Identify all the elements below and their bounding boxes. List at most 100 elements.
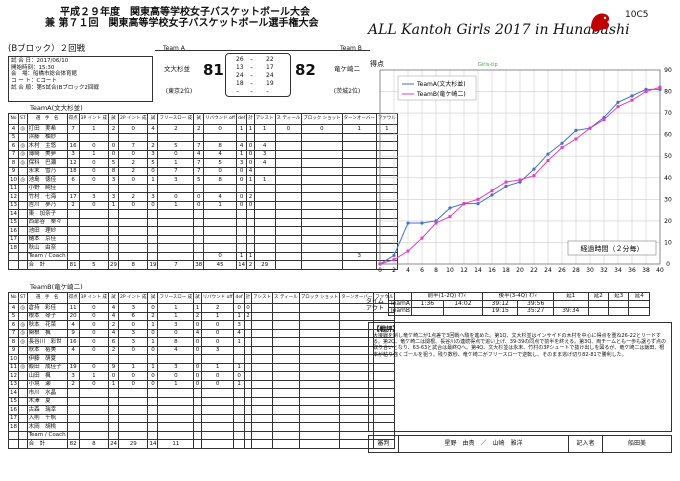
summary-title: 【戦評】 xyxy=(373,325,399,333)
team-a-cell: 45 xyxy=(203,260,237,270)
team-a-header-13: アシスト xyxy=(253,113,276,125)
team-b-cell: 0 xyxy=(118,345,149,355)
team-b-cell xyxy=(18,345,28,355)
team-b-cell xyxy=(78,405,110,415)
team-b-cell: 16 xyxy=(8,405,19,415)
team-b-cell xyxy=(298,328,341,338)
team-a-cell xyxy=(193,132,205,142)
team-b-row: 8 ◎ 長谷川 彩世 16 0 6 3 1 8 0 0 1 xyxy=(8,337,396,347)
team-a-cell xyxy=(301,141,343,151)
team-b-row: 5 根本 琴子 20 0 4 6 2 1 2 1 1 2 xyxy=(8,311,396,321)
series-point xyxy=(406,221,410,225)
team-b-header-15: ブロック ショット xyxy=(298,292,341,304)
team-b-cell xyxy=(18,430,28,440)
team-b-cell xyxy=(233,439,245,449)
team-b-cell xyxy=(243,379,253,389)
team-b-cell: 小境 瀬 xyxy=(26,379,68,389)
ot-b: – xyxy=(266,88,269,95)
team-a-cell: ◎ xyxy=(18,175,28,185)
team-a-cell: 0 xyxy=(301,124,343,134)
timeout-cell xyxy=(442,307,483,316)
team-a-cell xyxy=(118,132,149,142)
x-tick-label: 36 xyxy=(628,267,636,274)
team-a-cell xyxy=(66,226,80,236)
team-b-cell xyxy=(298,354,341,364)
team-b-cell xyxy=(18,371,28,381)
team-a-boxscore: No ST 選 手 名得点 3P イント 成試 2P イント 成試フリースロー 成試リバ… xyxy=(8,113,398,270)
team-a-cell xyxy=(235,132,248,142)
series-point xyxy=(518,178,522,182)
team-a-cell xyxy=(108,209,120,219)
info-time: 開始時刻：15:30 xyxy=(11,64,55,71)
team-b-cell xyxy=(272,405,300,415)
team-b-cell xyxy=(118,413,149,423)
team-b-row: 11 ◎ 飯田 成佳子 19 0 9 1 1 3 0 1 1 xyxy=(8,362,396,372)
team-a-cell xyxy=(157,226,195,236)
team-b-cell: 1 xyxy=(108,379,120,389)
team-a-cell xyxy=(301,183,343,193)
recorder-name: 船田美 xyxy=(602,435,672,453)
team-b-cell xyxy=(251,396,274,406)
team-a-label: Team A xyxy=(163,45,185,52)
team-b-header-11: def xyxy=(233,292,245,304)
team-a-cell xyxy=(66,251,80,261)
team-b-cell: 古森 瑞幸 xyxy=(26,405,68,415)
team-b-cell: 5 xyxy=(8,311,19,321)
team-b-cell: 0 xyxy=(200,337,235,347)
team-a-cell: 1 xyxy=(157,200,195,210)
team-a-cell: 1 xyxy=(235,251,248,261)
team-b-boxscore: No ST 選 手 名得点 3P イント 成試 2P イント 成試フリースロー 成試リバ… xyxy=(8,292,396,449)
team-a-header-8: フリースロー 成 xyxy=(157,113,195,125)
team-a-cell: 12 xyxy=(8,192,19,202)
team-a-cell xyxy=(157,251,195,261)
team-a-cell: 0 xyxy=(203,124,237,134)
team-a-cell: 4 xyxy=(246,166,255,176)
team-b-cell: 0 xyxy=(147,328,159,338)
team-b-cell xyxy=(78,396,110,406)
team-b-cell xyxy=(298,303,341,313)
team-b-cell: 4 xyxy=(193,328,202,338)
team-a-cell xyxy=(147,132,159,142)
team-a-cell xyxy=(18,192,28,202)
team-b-cell: 24 xyxy=(108,439,120,449)
team-b-cell: ◎ xyxy=(18,337,28,347)
team-b-cell xyxy=(108,413,120,423)
signature-bar: 審判 星野 由貴 ／ 山崎 雅洋 記入者 船田美 xyxy=(368,435,672,453)
team-a-cell: ◎ xyxy=(18,141,28,151)
team-b-cell xyxy=(8,439,19,449)
team-b-cell xyxy=(272,354,300,364)
team-b-cell xyxy=(272,422,300,432)
team-b-cell xyxy=(272,379,300,389)
game-code: 10C5 xyxy=(625,10,649,20)
team-a-cell: 18 xyxy=(8,243,19,253)
team-b-title: TeamB(竜ケ崎二) xyxy=(30,283,83,291)
team-b-cell: 0 xyxy=(147,345,159,355)
team-a-cell: 1 xyxy=(246,124,255,134)
team-a-cell xyxy=(246,243,255,253)
team-b-cell: 3 xyxy=(157,362,195,372)
team-a-cell xyxy=(301,217,343,227)
team-a-cell xyxy=(203,217,237,227)
team-a-row: 17 樋本 京佳 xyxy=(8,234,398,244)
team-b-cell: 飯田 成佳子 xyxy=(26,362,68,372)
team-b-cell: 11 xyxy=(8,362,19,372)
team-a-cell xyxy=(78,234,110,244)
team-b-cell: ◎ xyxy=(18,362,28,372)
team-b-cell xyxy=(251,320,274,330)
team-b-cell: 2 xyxy=(108,320,120,330)
series-point xyxy=(490,193,494,197)
team-a-cell: 4 xyxy=(203,192,237,202)
team-b-cell xyxy=(272,430,300,440)
series-point xyxy=(574,128,578,132)
team-a-cell: 4 xyxy=(253,141,276,151)
team-a-cell: 6 xyxy=(8,141,19,151)
team-a-cell: 5 xyxy=(157,141,195,151)
team-a-cell xyxy=(203,209,237,219)
team-b-cell xyxy=(157,388,195,398)
team-a-cell xyxy=(235,217,248,227)
team-b-cell: 0 xyxy=(193,337,202,347)
team-b-cell xyxy=(18,413,28,423)
q1-b: 22 xyxy=(266,56,274,63)
team-b-cell xyxy=(193,354,202,364)
team-b-cell: 長谷川 彩世 xyxy=(26,337,68,347)
